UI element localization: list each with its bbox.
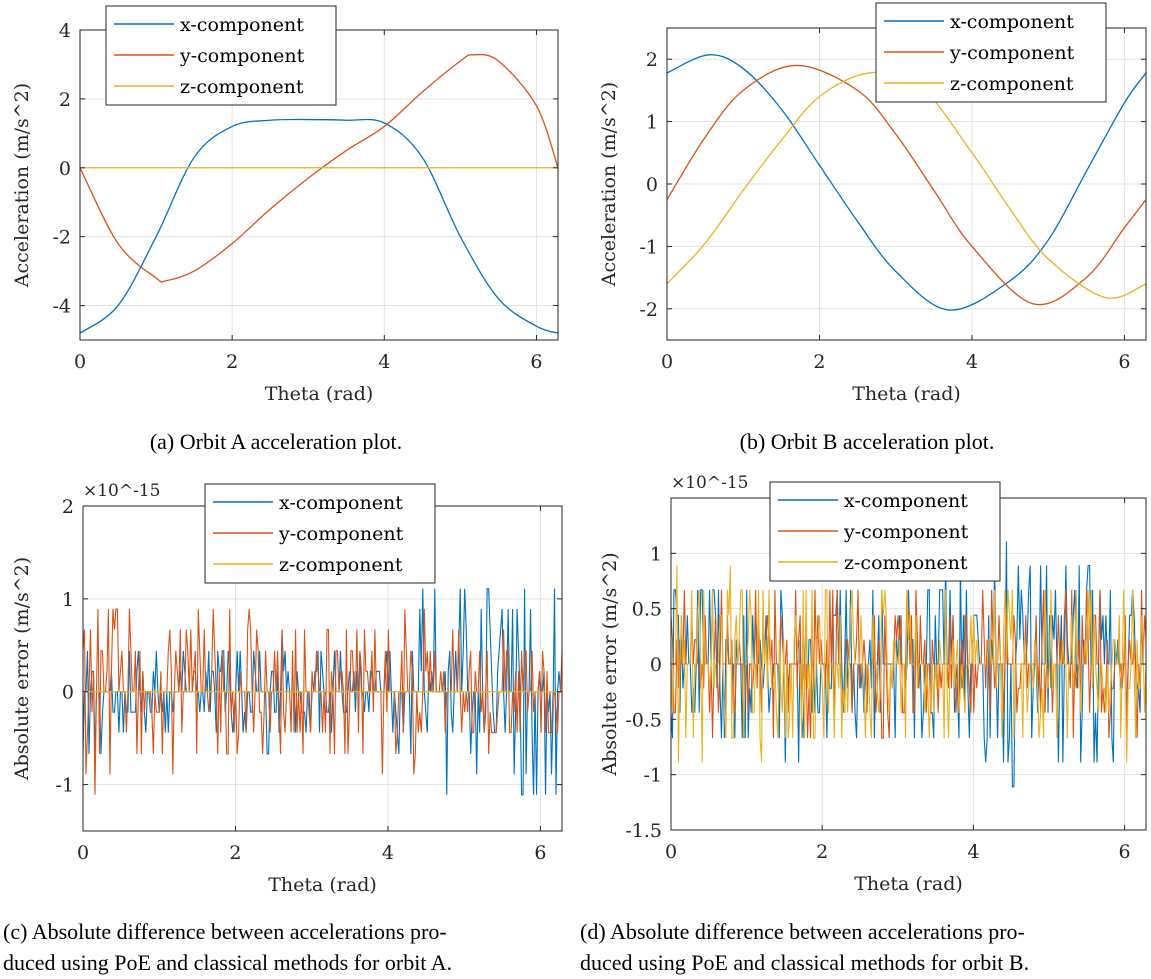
y-tick-label: 0 <box>62 682 74 704</box>
y-multiplier: ×10^-15 <box>671 473 749 493</box>
y-axis-label: Acceleration (m/s^2) <box>11 83 33 288</box>
y-axis-label: Absolute error (m/s^2) <box>599 552 621 776</box>
legend-label: y-component <box>843 521 969 543</box>
caption-a: (a) Orbit A acceleration plot. <box>150 429 402 454</box>
series-line-x-component <box>667 54 1146 311</box>
y-axis-label: Absolute error (m/s^2) <box>11 557 33 781</box>
chart-b: 0 2 4 6 -2 -1 0 1 2 Theta (rad) Acceleration (m/s^… <box>598 2 1147 454</box>
x-tick-label: 2 <box>226 351 238 373</box>
y-axis-label: Acceleration (m/s^2) <box>598 82 620 287</box>
legend-label: x-component <box>844 490 968 512</box>
x-tick-label: 4 <box>967 841 979 863</box>
plot-area <box>80 53 558 334</box>
y-tick-label: 1 <box>62 589 74 611</box>
x-tick-label: 2 <box>816 841 828 863</box>
legend-label: z-component <box>950 73 1074 95</box>
x-tick-label: 4 <box>382 842 394 864</box>
chart-c: 0 2 4 6 -1 0 1 2 Theta (rad) Absolute error (m/s^… <box>3 481 563 975</box>
series-line-y-component <box>83 608 562 795</box>
legend: x-component y-component z-component <box>204 483 436 584</box>
caption-c: duced using PoE and classical methods fo… <box>3 950 452 975</box>
chart-d: 0 2 4 6 -1.5 -1 -0.5 0 0.5 1 Theta (rad) Absolute e… <box>580 473 1147 975</box>
x-tick-label: 2 <box>813 351 825 373</box>
x-axis-label: Theta (rad) <box>854 873 963 895</box>
series-line-z-component <box>667 71 1146 299</box>
x-axis-label: Theta (rad) <box>268 874 377 896</box>
legend: x-component y-component z-component <box>875 2 1107 103</box>
x-tick-label: 4 <box>378 351 390 373</box>
caption-d: duced using PoE and classical methods fo… <box>580 950 1029 975</box>
y-tick-label: 0 <box>650 654 662 676</box>
y-tick-label: 2 <box>646 49 658 71</box>
caption-b: (b) Orbit B acceleration plot. <box>740 429 995 454</box>
series-line-y-component <box>80 53 558 283</box>
series-line-y-component <box>671 589 1146 739</box>
x-axis-label: Theta (rad) <box>265 383 374 405</box>
legend-label: y-component <box>949 42 1075 64</box>
legend-label: x-component <box>950 11 1074 33</box>
legend-label: x-component <box>180 14 304 36</box>
y-multiplier: ×10^-15 <box>83 481 161 501</box>
y-tick-label: -1 <box>643 765 662 787</box>
y-tick-label: -1.5 <box>625 820 662 842</box>
x-tick-label: 6 <box>530 351 542 373</box>
series-line-x-component <box>80 118 558 334</box>
caption-d: (d) Absolute difference between accelera… <box>580 919 1025 944</box>
caption-c: (c) Absolute difference between accelera… <box>3 919 447 944</box>
legend-label: y-component <box>278 523 404 545</box>
x-tick-label: 6 <box>534 842 546 864</box>
y-tick-label: 0 <box>646 174 658 196</box>
series-line-z-component <box>671 565 1146 763</box>
x-tick-label: 0 <box>74 351 86 373</box>
x-axis-label: Theta (rad) <box>852 383 961 405</box>
y-tick-label: 2 <box>62 496 74 518</box>
x-tick-label: 4 <box>966 351 978 373</box>
y-tick-label: 4 <box>59 20 71 42</box>
y-tick-label: -0.5 <box>625 709 662 731</box>
legend-label: z-component <box>844 552 968 574</box>
legend-label: z-component <box>279 554 403 576</box>
y-tick-label: -4 <box>52 296 71 318</box>
y-tick-label: 1 <box>646 112 658 134</box>
legend-label: x-component <box>279 492 403 514</box>
series-line-x-component <box>83 588 562 796</box>
y-tick-label: 1 <box>650 543 662 565</box>
y-tick-label: -1 <box>639 236 658 258</box>
x-tick-label: 6 <box>1118 351 1130 373</box>
series-line-y-component <box>667 64 1146 306</box>
y-tick-label: -2 <box>52 227 71 249</box>
x-tick-label: 6 <box>1119 841 1131 863</box>
x-tick-label: 0 <box>665 841 677 863</box>
y-tick-label: -2 <box>639 299 658 321</box>
legend-label: y-component <box>179 45 305 67</box>
y-tick-label: 0 <box>59 158 71 180</box>
plot-area <box>671 541 1146 788</box>
legend-label: z-component <box>180 76 304 98</box>
legend: x-component y-component z-component <box>105 5 337 106</box>
y-tick-label: 0.5 <box>632 599 662 621</box>
x-tick-label: 0 <box>77 842 89 864</box>
plot-area <box>83 588 562 796</box>
y-tick-label: -1 <box>55 775 74 797</box>
legend: x-component y-component z-component <box>769 481 1001 582</box>
y-tick-label: 2 <box>59 89 71 111</box>
x-tick-label: 2 <box>229 842 241 864</box>
x-tick-label: 0 <box>661 351 673 373</box>
